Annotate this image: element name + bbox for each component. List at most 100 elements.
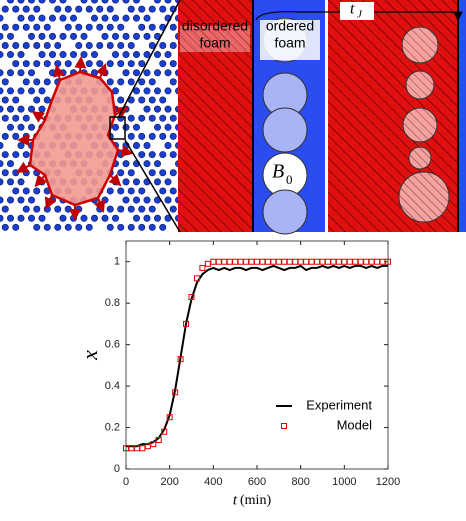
lattice-node	[27, 214, 35, 222]
lattice-node	[12, 132, 20, 140]
growth-arrow	[16, 161, 31, 173]
lattice-node	[12, 114, 20, 122]
lattice-node	[112, 32, 120, 40]
lattice-node	[169, 205, 177, 213]
lattice-node	[38, 51, 46, 59]
x-tick-label: 1000	[332, 476, 356, 488]
bubble-label: B	[272, 161, 284, 183]
lattice-node	[169, 23, 177, 31]
lattice-node	[148, 223, 156, 231]
lattice-node	[17, 214, 25, 222]
lattice-node	[70, 32, 78, 40]
lattice-node	[169, 187, 177, 195]
lattice-node	[12, 5, 20, 13]
lattice-node	[148, 169, 156, 177]
lattice-node	[1, 5, 9, 13]
lattice-node	[154, 69, 162, 77]
y-axis-label: x	[77, 350, 102, 361]
lattice-node	[7, 214, 15, 222]
lattice-node	[117, 187, 125, 195]
lattice-node	[54, 223, 62, 231]
time-subscript: J	[357, 9, 363, 21]
lattice-node	[106, 41, 114, 49]
lattice-node	[138, 78, 146, 86]
lattice-node	[106, 223, 114, 231]
lattice-node	[133, 32, 141, 40]
lattice-node	[164, 51, 172, 59]
lattice-node	[17, 0, 25, 4]
lattice-node	[143, 32, 151, 40]
lattice-node	[12, 96, 20, 104]
zoom-line	[117, 0, 181, 119]
lattice-node	[12, 41, 20, 49]
lattice-node	[59, 69, 67, 77]
lattice-node	[22, 78, 30, 86]
model-point	[166, 414, 173, 421]
lattice-node	[122, 51, 130, 59]
lattice-node	[143, 105, 151, 113]
lattice-node	[48, 32, 56, 40]
lattice-node	[148, 151, 156, 159]
lattice-node	[33, 187, 41, 195]
model-point	[161, 428, 168, 435]
lattice-node	[96, 41, 104, 49]
lattice-node	[159, 169, 167, 177]
lattice-node	[75, 41, 83, 49]
model-point	[150, 441, 157, 448]
lattice-node	[22, 187, 30, 195]
lattice-node	[64, 205, 72, 213]
lattice-node	[59, 214, 67, 222]
lattice-node	[0, 196, 4, 204]
lattice-node	[38, 0, 46, 4]
lattice-node	[17, 105, 25, 113]
ordered-label: foam	[274, 35, 305, 51]
lattice-node	[127, 5, 135, 13]
model-point	[188, 293, 195, 300]
lattice-node	[70, 14, 78, 22]
lattice-node	[27, 196, 35, 204]
lattice-node	[148, 78, 156, 86]
lattice-node	[122, 196, 130, 204]
chart: 0 200 400 600 800 1000 1200 0 0.2 0.4 0.6 0.8 1 Exper…	[77, 240, 400, 508]
lattice-node	[117, 60, 125, 68]
growth-arrow	[31, 111, 46, 123]
lattice-node	[7, 196, 15, 204]
lattice-node	[7, 105, 15, 113]
lattice-node	[0, 214, 4, 222]
lattice-node	[164, 178, 172, 186]
lattice-node	[28, 0, 35, 4]
lattice-node	[22, 60, 30, 68]
lattice-node	[43, 223, 51, 231]
lattice-node	[117, 41, 125, 49]
lattice-node	[22, 132, 30, 140]
lattice-node	[169, 151, 177, 159]
lattice-node	[7, 123, 15, 131]
lattice-node	[96, 23, 104, 31]
lattice-node	[138, 96, 146, 104]
lattice-node	[17, 69, 25, 77]
lattice-node	[127, 169, 135, 177]
lattice-node	[12, 23, 20, 31]
lattice-node	[1, 41, 9, 49]
lattice-node	[154, 214, 162, 222]
lattice-node	[22, 205, 30, 213]
growth-arrow	[117, 145, 134, 157]
lattice-node	[43, 96, 51, 104]
lattice-node	[117, 78, 125, 86]
foam-panel: disordered foam ordered foam B 0	[178, 0, 325, 235]
model-point	[155, 436, 162, 443]
y-tick-label: 1	[114, 256, 120, 268]
lattice-node	[7, 32, 15, 40]
lattice-node	[12, 223, 20, 231]
lattice-node	[101, 214, 109, 222]
growth-arrow	[53, 64, 65, 81]
y-tick-label: 0.8	[105, 297, 120, 309]
x-tick-label: 1200	[376, 476, 400, 488]
lattice-node	[127, 132, 135, 140]
lattice-node	[59, 32, 67, 40]
lattice-node	[0, 105, 4, 113]
x-tick-label: 400	[204, 476, 222, 488]
lattice-node	[117, 223, 125, 231]
zoom-box	[109, 116, 126, 140]
